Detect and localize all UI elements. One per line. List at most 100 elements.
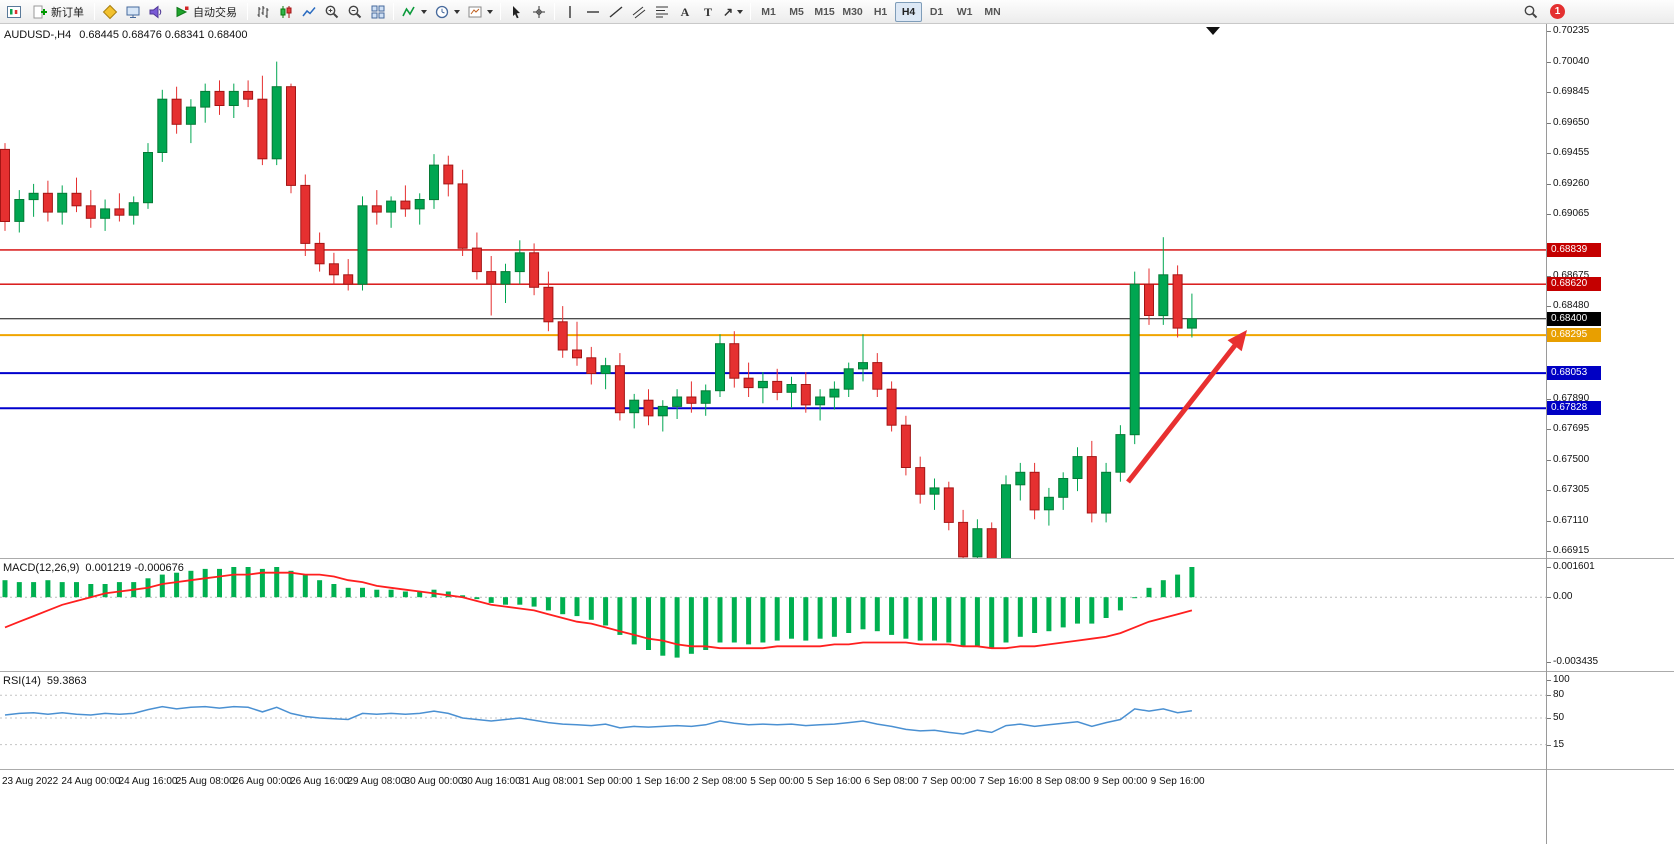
macd-canvas[interactable] bbox=[0, 559, 1546, 671]
timeframe-m30[interactable]: M30 bbox=[839, 2, 866, 22]
price-scale-label: 0.66915 bbox=[1546, 545, 1590, 557]
dropdown-caret bbox=[737, 9, 744, 14]
candle bbox=[243, 80, 254, 108]
time-label: 24 Aug 16:00 bbox=[118, 776, 178, 787]
channel-tool-button[interactable] bbox=[628, 2, 650, 22]
price-tag-0.67828[interactable]: 0.67828 bbox=[1547, 401, 1601, 416]
candle bbox=[100, 199, 111, 231]
line-chart-icon bbox=[302, 6, 316, 16]
time-label: 2 Sep 08:00 bbox=[693, 776, 747, 787]
auto-trading-button[interactable]: 自动交易 bbox=[168, 2, 243, 22]
candle bbox=[900, 415, 911, 476]
candle bbox=[1101, 462, 1112, 523]
chart-window-button[interactable] bbox=[3, 2, 25, 22]
price-tag-0.68053[interactable]: 0.68053 bbox=[1547, 366, 1601, 381]
timeframe-mn[interactable]: MN bbox=[979, 2, 1006, 22]
candle bbox=[858, 334, 868, 382]
candle bbox=[543, 271, 554, 332]
notification-badge[interactable]: 1 bbox=[1550, 4, 1565, 19]
price-chart-panel[interactable]: AUDUSD-,H4 0.68445 0.68476 0.68341 0.684… bbox=[0, 24, 1546, 558]
channel-icon bbox=[632, 6, 646, 18]
time-label: 5 Sep 16:00 bbox=[807, 776, 862, 787]
timeframe-h1[interactable]: H1 bbox=[867, 2, 894, 22]
bar-chart-button[interactable] bbox=[252, 2, 274, 22]
zoom-out-icon bbox=[348, 5, 362, 18]
price-scale-label: 0.67890 bbox=[1546, 392, 1590, 404]
rsi-canvas[interactable] bbox=[0, 672, 1546, 769]
candle bbox=[328, 252, 339, 285]
candle bbox=[743, 362, 754, 397]
macd-name: MACD(12,26,9) bbox=[3, 562, 80, 574]
vertical-line-tool-button[interactable] bbox=[559, 2, 581, 22]
toolbar-separator bbox=[393, 3, 394, 20]
candle bbox=[443, 155, 454, 197]
fibonacci-icon bbox=[656, 6, 668, 17]
timeframe-m5[interactable]: M5 bbox=[783, 2, 810, 22]
dropdown-caret bbox=[421, 9, 427, 14]
auto-trading-label: 自动交易 bbox=[193, 6, 237, 19]
price-tag-0.68295[interactable]: 0.68295 bbox=[1547, 328, 1601, 343]
time-label: 1 Sep 00:00 bbox=[578, 776, 633, 787]
toolbar-right-group: 1 bbox=[1520, 2, 1565, 22]
trend-arrow[interactable] bbox=[1126, 330, 1247, 484]
vertical-line-icon bbox=[569, 5, 571, 18]
periods-button[interactable] bbox=[431, 2, 463, 22]
alerts-button[interactable] bbox=[145, 2, 167, 22]
arrow-tools-button[interactable]: ↗ bbox=[720, 2, 746, 22]
profiles-button[interactable] bbox=[99, 2, 121, 22]
panel-separator[interactable] bbox=[0, 671, 1546, 672]
candle bbox=[1086, 440, 1097, 523]
price-axis-column[interactable]: 0.70235 0.70040 0.69845 0.69650 0.69455 0.692… bbox=[1546, 24, 1674, 844]
new-order-button[interactable]: 新订单 bbox=[26, 2, 90, 22]
macd-panel[interactable]: MACD(12,26,9) 0.001219 -0.000676 bbox=[0, 559, 1546, 671]
price-tag-0.68400[interactable]: 0.68400 bbox=[1547, 311, 1601, 326]
timeframe-w1[interactable]: W1 bbox=[951, 2, 978, 22]
candle bbox=[1058, 472, 1069, 510]
zoom-in-button[interactable] bbox=[321, 2, 343, 22]
candle bbox=[943, 481, 954, 531]
time-label: 23 Aug 2022 bbox=[2, 776, 59, 787]
price-scale-label: 0.69260 bbox=[1546, 177, 1590, 189]
indicators-button[interactable] bbox=[398, 2, 430, 22]
timeframe-h4[interactable]: H4 bbox=[895, 1, 923, 22]
horizontal-line-tool-button[interactable] bbox=[582, 2, 604, 22]
price-chart-canvas[interactable] bbox=[0, 24, 1546, 558]
template-chart-icon bbox=[468, 6, 482, 17]
candle bbox=[57, 185, 68, 225]
price-tag-0.68620[interactable]: 0.68620 bbox=[1547, 277, 1601, 292]
macd-histogram bbox=[2, 567, 1195, 658]
time-axis[interactable]: 23 Aug 2022 24 Aug 00:00 24 Aug 16:00 25 Au… bbox=[0, 770, 1546, 796]
zoom-out-button[interactable] bbox=[344, 2, 366, 22]
text-tool-button[interactable]: A bbox=[674, 2, 696, 22]
rsi-label: RSI(14) 59.3863 bbox=[3, 675, 87, 687]
candle bbox=[486, 256, 497, 316]
crosshair-tool-button[interactable] bbox=[528, 2, 550, 22]
panel-separator[interactable] bbox=[0, 558, 1546, 559]
price-tag-0.68839[interactable]: 0.68839 bbox=[1547, 242, 1601, 257]
tile-windows-button[interactable] bbox=[367, 2, 389, 22]
candle bbox=[1144, 268, 1154, 325]
rsi-scale-label: 80 bbox=[1546, 689, 1565, 701]
candlestick-chart-button[interactable] bbox=[275, 2, 297, 22]
candle bbox=[71, 177, 82, 213]
chart-shift-marker[interactable] bbox=[1206, 27, 1220, 35]
cursor-tool-button[interactable] bbox=[505, 2, 527, 22]
candle bbox=[815, 389, 826, 421]
timeframe-d1[interactable]: D1 bbox=[923, 2, 950, 22]
timeframe-m15[interactable]: M15 bbox=[811, 2, 838, 22]
candle bbox=[800, 372, 811, 413]
timeframe-m1[interactable]: M1 bbox=[755, 2, 782, 22]
trendline-tool-button[interactable] bbox=[605, 2, 627, 22]
candle bbox=[271, 61, 282, 166]
time-label: 8 Sep 08:00 bbox=[1036, 776, 1091, 787]
rsi-panel[interactable]: RSI(14) 59.3863 bbox=[0, 672, 1546, 769]
gold-diamond-icon bbox=[102, 4, 118, 19]
candle bbox=[715, 334, 725, 397]
tile-windows-icon bbox=[371, 5, 385, 18]
templates-button[interactable] bbox=[464, 2, 496, 22]
text-label-tool-button[interactable]: T bbox=[697, 2, 719, 22]
fibonacci-tool-button[interactable] bbox=[651, 2, 673, 22]
search-button[interactable] bbox=[1520, 2, 1542, 22]
terminal-button[interactable] bbox=[122, 2, 144, 22]
line-chart-button[interactable] bbox=[298, 2, 320, 22]
